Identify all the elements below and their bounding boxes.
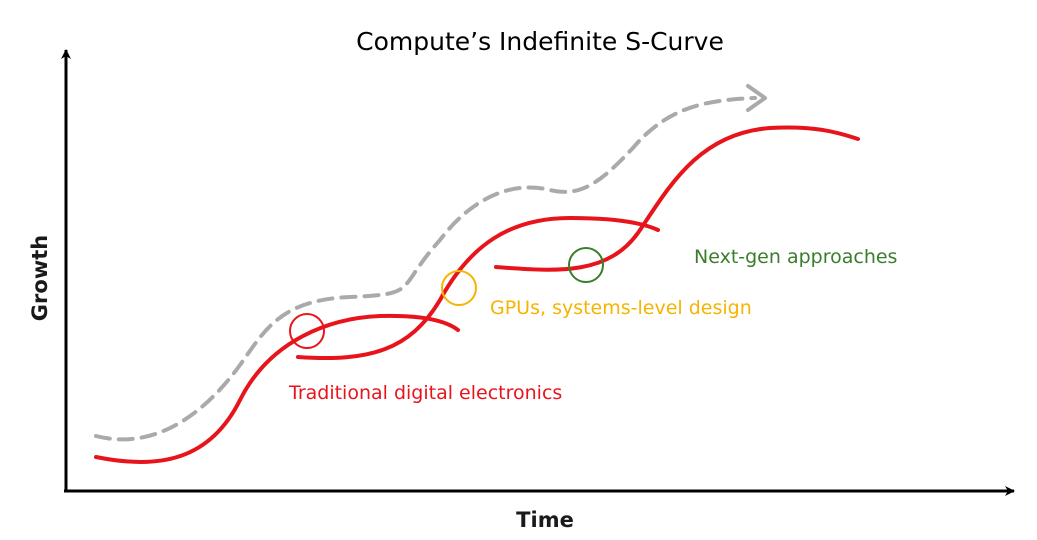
- transition-marker-nextgen: [568, 247, 604, 283]
- x-axis-label: Time: [516, 508, 574, 532]
- s-curve-gpus: [296, 215, 660, 361]
- trend-dashed-curve: [94, 96, 757, 442]
- label-traditional: Traditional digital electronics: [288, 382, 562, 404]
- trend-arrowhead: [746, 84, 767, 112]
- transition-marker-traditional: [289, 313, 325, 349]
- diagram-title: Compute’s Indefinite S-Curve: [356, 27, 724, 56]
- label-nextgen: Next-gen approaches: [694, 246, 897, 268]
- label-gpus: GPUs, systems-level design: [490, 297, 752, 319]
- s-curve-traditional: [94, 313, 460, 464]
- transition-marker-gpus: [441, 270, 477, 306]
- s-curve-nextgen: [494, 125, 860, 272]
- y-axis-label: Growth: [28, 235, 52, 321]
